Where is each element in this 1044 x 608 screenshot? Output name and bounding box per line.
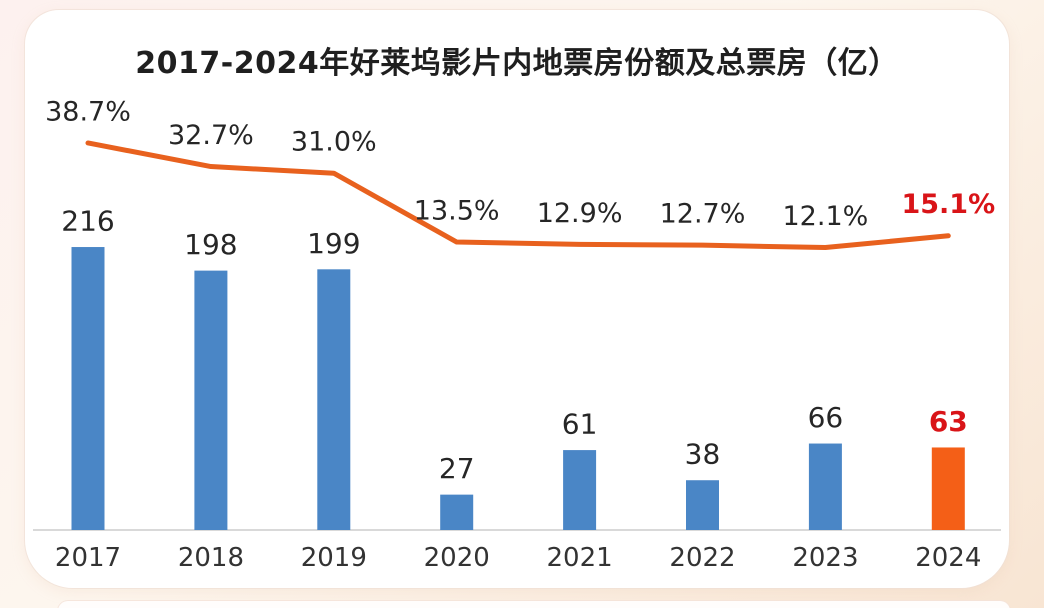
chart-canvas: 216 198 199 27 61 38 66 63 38.7% 32.7% 31.0% 13.5% 1… — [33, 96, 1001, 573]
pct-label-2019: 31.0% — [291, 127, 377, 158]
next-card-peek — [58, 601, 1010, 608]
year-label-2024: 2024 — [915, 543, 981, 573]
line-series — [85, 140, 951, 251]
bar-label-2019: 199 — [307, 227, 360, 260]
x-axis-labels: 2017 2018 2019 2020 2021 2022 2023 2024 — [55, 543, 981, 573]
bar-2018 — [194, 270, 228, 530]
year-label-2019: 2019 — [301, 543, 367, 573]
pct-label-2021: 12.9% — [537, 198, 623, 229]
year-label-2023: 2023 — [792, 543, 858, 573]
pct-label-2024: 15.1% — [901, 189, 995, 220]
year-label-2020: 2020 — [424, 543, 490, 573]
bar-label-2017: 216 — [61, 205, 114, 238]
bar-2021 — [563, 450, 597, 530]
bar-label-2023: 66 — [808, 401, 844, 434]
bar-2023 — [808, 443, 842, 530]
bar-2022 — [686, 480, 719, 530]
bar-2017 — [71, 247, 105, 531]
pct-label-2023: 12.1% — [783, 201, 869, 232]
year-label-2018: 2018 — [178, 543, 244, 573]
bar-label-2020: 27 — [439, 452, 475, 485]
line-percentage-labels: 38.7% 32.7% 31.0% 13.5% 12.9% 12.7% 12.1% 15.1% — [45, 96, 995, 232]
bar-value-labels: 216 198 199 27 61 38 66 63 — [61, 205, 968, 486]
year-label-2017: 2017 — [55, 543, 121, 573]
bar-2019 — [317, 269, 351, 530]
chart-title: 2017-2024年好莱坞影片内地票房份额及总票房（亿） — [135, 46, 899, 81]
bar-label-2018: 198 — [184, 228, 237, 261]
bar-label-2022: 38 — [685, 438, 721, 471]
bars-series — [71, 247, 965, 531]
pct-label-2022: 12.7% — [660, 199, 746, 230]
pct-label-2017: 38.7% — [45, 96, 131, 127]
chart-card: 2017-2024年好莱坞影片内地票房份额及总票房（亿） 216 198 199 27… — [25, 10, 1009, 588]
bar-2020 — [440, 494, 474, 530]
pct-label-2018: 32.7% — [168, 120, 254, 151]
bar-label-2021: 61 — [562, 408, 598, 441]
bar-label-2024: 63 — [929, 405, 968, 438]
bar-2024 — [931, 447, 965, 530]
year-label-2022: 2022 — [669, 543, 735, 573]
pct-label-2020: 13.5% — [414, 196, 500, 227]
year-label-2021: 2021 — [547, 543, 613, 573]
